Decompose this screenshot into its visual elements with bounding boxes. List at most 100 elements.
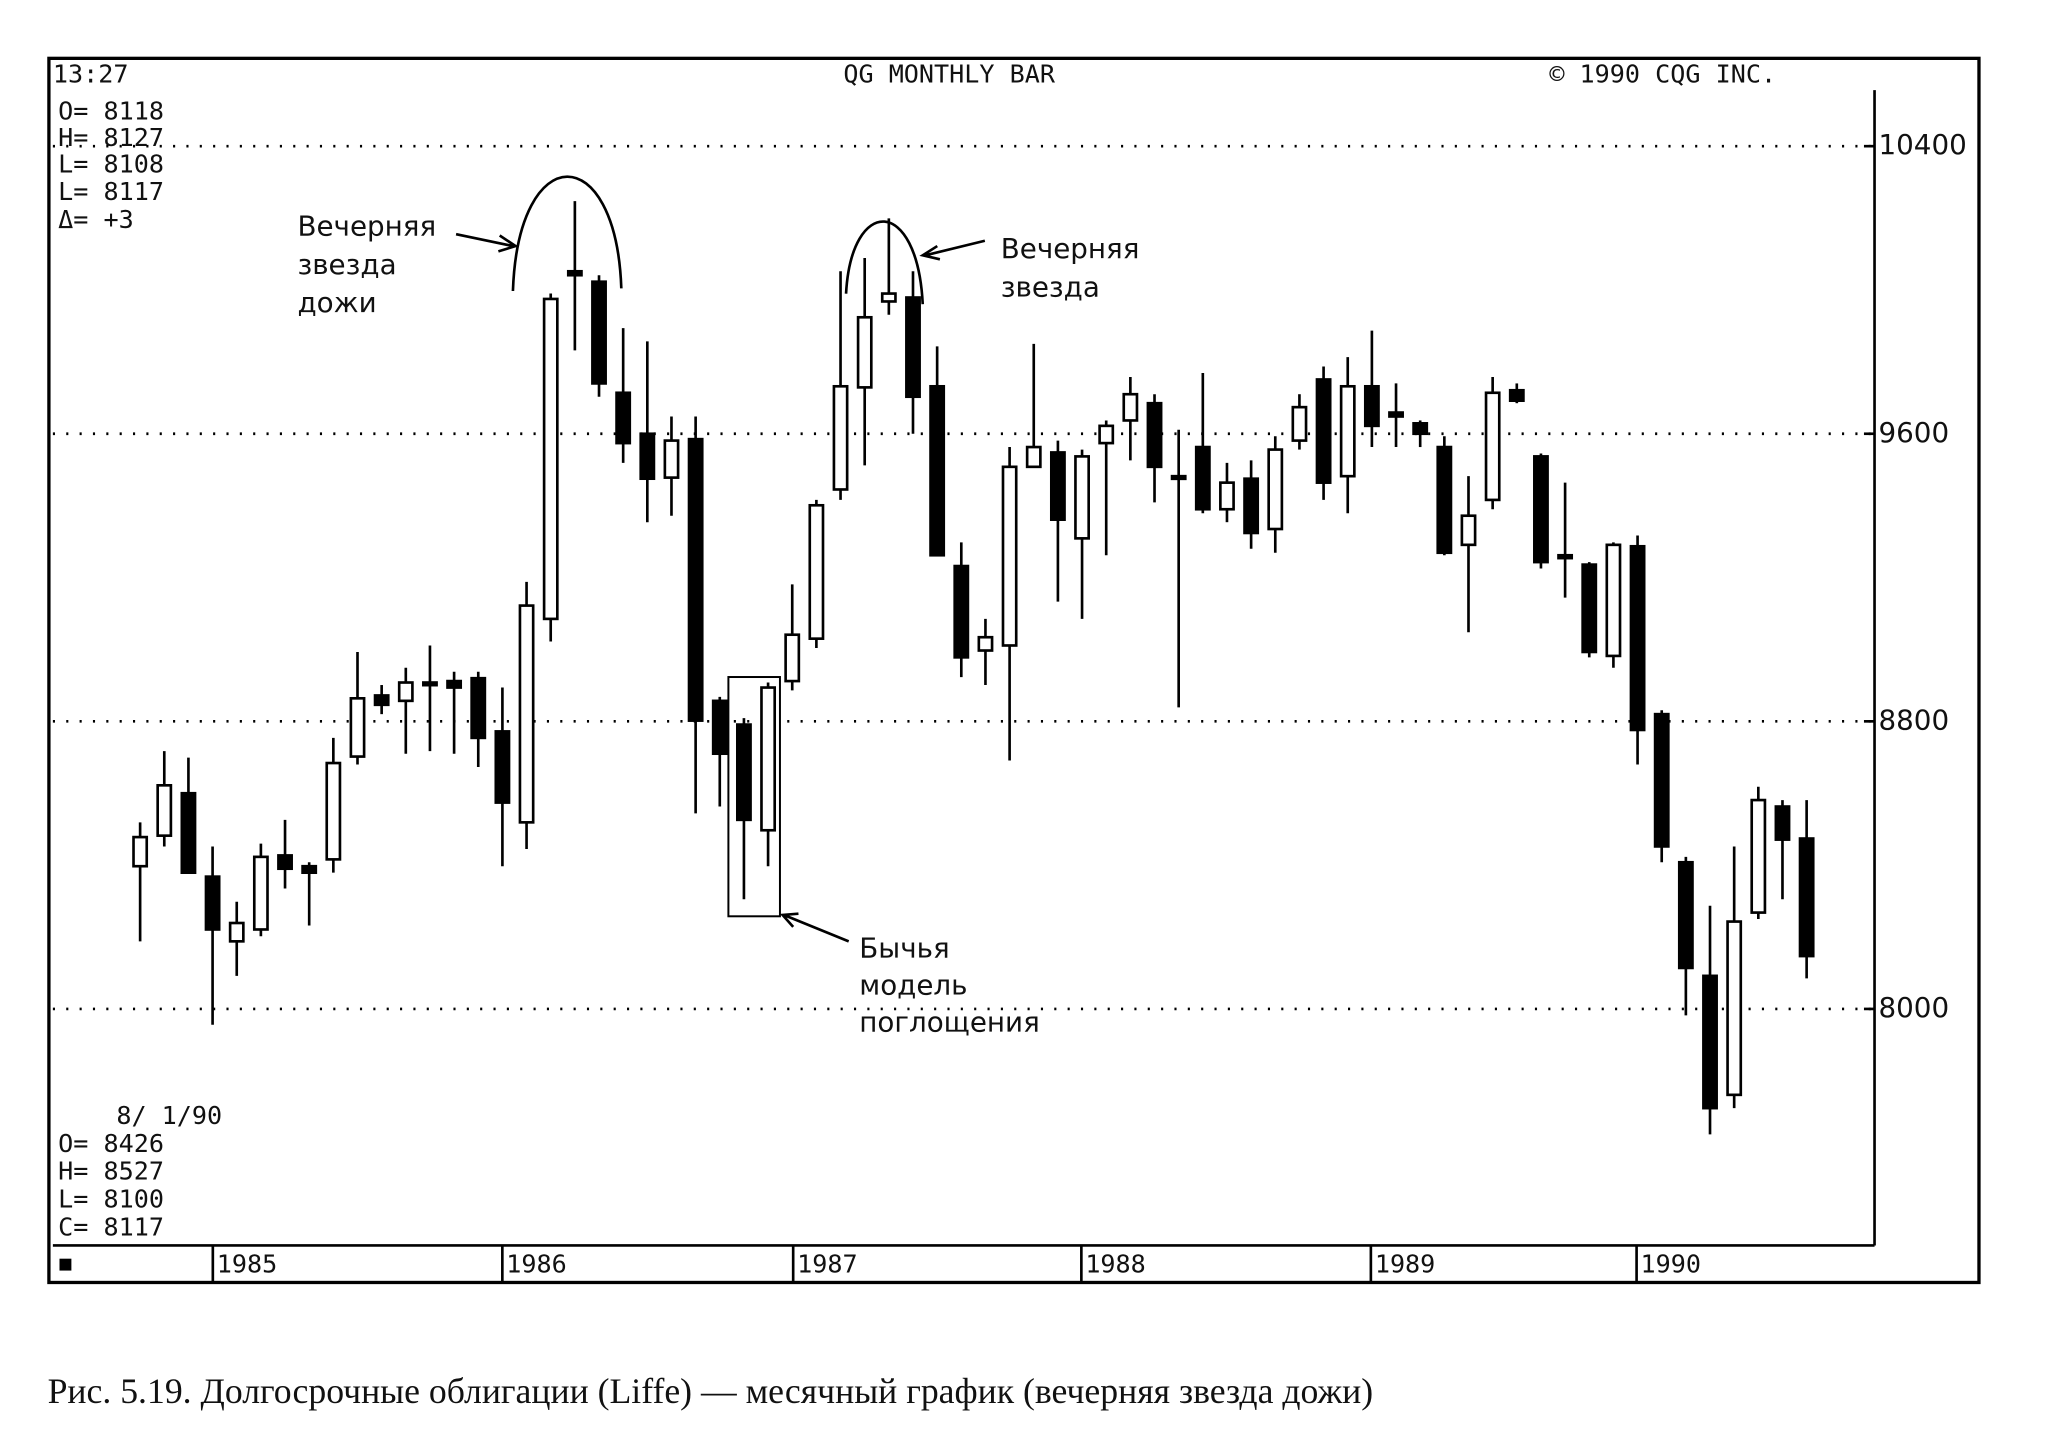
candle-body xyxy=(470,676,487,740)
y-tick-label: 8000 xyxy=(1879,991,1950,1024)
candle-body xyxy=(1726,920,1743,1097)
candle-body xyxy=(1702,974,1718,1110)
marker xyxy=(59,1258,72,1271)
annotation: модель xyxy=(859,968,967,1001)
candle-body xyxy=(663,439,680,479)
annotation: Вечерняя xyxy=(1001,232,1140,265)
candle-body xyxy=(1629,544,1646,732)
candle-body xyxy=(905,296,921,399)
header-time: 13:27 xyxy=(53,60,129,89)
frame xyxy=(47,56,1981,1285)
arrow xyxy=(919,239,986,261)
candle-body xyxy=(977,635,994,652)
highlight-box xyxy=(727,676,781,918)
candle-body xyxy=(180,791,197,875)
info-line: L= 8100 xyxy=(58,1185,164,1214)
candle-body xyxy=(735,723,752,822)
header-copyright: © 1990 CQG INC. xyxy=(1549,60,1776,89)
candle-body xyxy=(615,391,632,445)
x-tick-label: 1989 xyxy=(1375,1249,1435,1278)
candle-body xyxy=(494,730,511,804)
annotation: Бычья xyxy=(859,931,949,964)
candle-body xyxy=(1484,391,1501,502)
candle-body xyxy=(132,835,149,868)
candle-body xyxy=(1194,445,1211,511)
candle-body xyxy=(856,315,873,389)
candle-body xyxy=(639,432,656,481)
annotation: звезда xyxy=(297,248,396,281)
candle-body xyxy=(953,564,970,659)
y-tick-label: 9600 xyxy=(1879,416,1950,449)
candle-body xyxy=(277,854,293,871)
candle-body xyxy=(397,681,414,703)
annotation: поглощения xyxy=(859,1005,1039,1038)
candle-body xyxy=(1146,401,1163,469)
arrow xyxy=(455,232,519,253)
info-line: L= 8117 xyxy=(58,177,164,206)
candle-body xyxy=(566,269,583,277)
candle-body xyxy=(1315,378,1332,484)
candle-body xyxy=(542,297,559,621)
candle-body xyxy=(301,864,318,875)
candle-body xyxy=(832,384,849,491)
candle-body xyxy=(1508,388,1525,403)
caption: Рис. 5.19. Долгосрочные облигации (Liffe… xyxy=(48,1371,1374,1411)
x-tick-label: 1985 xyxy=(217,1249,277,1278)
candle-body xyxy=(1025,445,1042,469)
annotation: звезда xyxy=(1001,270,1100,303)
info-line: L= 8108 xyxy=(58,149,164,178)
candle-body xyxy=(1533,455,1549,564)
arrow xyxy=(779,912,850,943)
candle-body xyxy=(1363,384,1380,428)
candle-body xyxy=(1049,451,1066,521)
candle-body xyxy=(1219,481,1235,511)
candle-body xyxy=(1388,411,1404,418)
info-line: Δ= +3 xyxy=(58,205,134,234)
candle-body xyxy=(808,503,825,640)
candle-body xyxy=(1557,553,1574,560)
candle-body xyxy=(1291,405,1308,442)
candle-body xyxy=(1436,445,1453,555)
candle-body xyxy=(228,921,245,943)
info-line: H= 8527 xyxy=(58,1157,164,1186)
candle-body xyxy=(1677,860,1694,970)
highlight-arc xyxy=(844,220,925,305)
annotation: Вечерняя xyxy=(297,210,436,243)
candle-body xyxy=(1122,392,1139,422)
candle-body xyxy=(1098,424,1115,445)
candle-body xyxy=(1243,477,1260,535)
highlight-arc xyxy=(511,175,623,292)
x-tick-label: 1990 xyxy=(1641,1249,1701,1278)
x-tick-label: 1986 xyxy=(506,1249,566,1278)
candle-body xyxy=(1267,448,1284,531)
candle-body xyxy=(929,384,946,557)
candle-body xyxy=(1001,465,1018,647)
candle-body xyxy=(784,633,801,683)
candle-body xyxy=(1798,837,1815,958)
candle-body xyxy=(711,699,728,756)
candle-body xyxy=(687,437,704,722)
candle-body xyxy=(156,784,173,837)
x-tick-label: 1987 xyxy=(797,1249,857,1278)
candle-body xyxy=(880,292,897,303)
candle-body xyxy=(446,679,463,689)
header-title: QG MONTHLY BAR xyxy=(843,60,1056,89)
candle-body xyxy=(1339,384,1356,478)
candle-body xyxy=(1460,514,1477,547)
candle-body xyxy=(591,280,607,385)
candle-body xyxy=(518,604,535,824)
y-tick-label: 10400 xyxy=(1879,128,1967,161)
candle-body xyxy=(760,686,777,832)
candle-body xyxy=(1653,712,1670,848)
candle-body xyxy=(204,875,221,931)
candle-body xyxy=(1074,455,1090,540)
info-line: C= 8117 xyxy=(58,1212,164,1241)
annotation: дожи xyxy=(297,286,376,319)
candle-body xyxy=(1750,798,1767,914)
candle-body xyxy=(1605,543,1622,658)
info-line: O= 8118 xyxy=(58,97,164,126)
candle-body xyxy=(1170,474,1187,481)
candle-body xyxy=(373,694,390,707)
candle-body xyxy=(325,761,342,861)
